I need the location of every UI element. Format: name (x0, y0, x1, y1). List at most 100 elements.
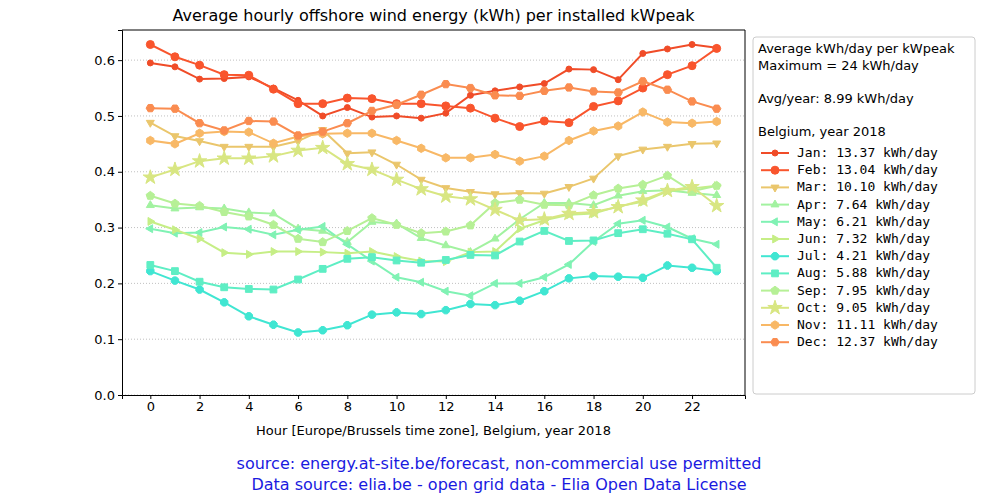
series-marker (195, 120, 203, 127)
series-marker (713, 117, 720, 125)
series-marker (688, 62, 696, 70)
series-marker (639, 108, 646, 116)
series-marker (296, 248, 303, 256)
tick-label: 2 (196, 399, 204, 414)
series-marker (196, 286, 203, 293)
series-marker (340, 156, 354, 170)
series-marker (713, 141, 721, 148)
title: Average hourly offshore wind energy (kWh… (172, 6, 695, 25)
legend-label: Aug: 5.88 kWh/day (797, 265, 930, 280)
legend-item: Jul: 4.21 kWh/day (761, 248, 930, 263)
legend-label: May: 6.21 kWh/day (797, 214, 930, 229)
series-marker (515, 279, 522, 287)
series-marker (640, 50, 646, 56)
series-marker (392, 273, 399, 281)
series-marker (320, 113, 326, 119)
legend-label: Nov: 11.11 kWh/day (797, 317, 938, 332)
tick-mark (118, 60, 122, 61)
series-marker (393, 162, 401, 169)
legend-item: Dec: 12.37 kWh/day (761, 334, 938, 349)
series-marker (636, 193, 650, 207)
legend-label: Sep: 7.95 kWh/day (797, 283, 930, 298)
series-marker (516, 157, 523, 165)
series-marker (541, 81, 547, 87)
tick: 20 (635, 395, 652, 414)
series-marker (589, 88, 597, 95)
series-marker (291, 143, 305, 157)
series-marker (172, 64, 178, 70)
tick-label: 10 (389, 399, 406, 414)
series-marker (663, 86, 671, 93)
series-marker (688, 98, 696, 105)
series-marker (466, 292, 473, 300)
series-marker (663, 223, 670, 231)
series-marker (590, 102, 598, 110)
series-marker (611, 199, 625, 213)
series-marker (537, 212, 551, 226)
legend-marker (773, 235, 780, 243)
series-marker (221, 127, 228, 135)
legend-marker (771, 200, 779, 207)
legend-marker (771, 321, 778, 329)
series-marker (663, 71, 671, 79)
series-marker (148, 217, 155, 225)
series-marker (172, 268, 179, 275)
chart: 0.00.10.20.30.40.50.60246810121416182022… (0, 0, 1000, 500)
legend: Average kWh/day per kWpeakMaximum = 24 k… (753, 37, 975, 394)
series-marker (192, 154, 206, 168)
series-marker (173, 226, 180, 234)
series-marker (540, 117, 548, 125)
series-line (150, 81, 716, 135)
series-marker (294, 132, 301, 140)
series-marker (196, 129, 203, 137)
series-marker (245, 212, 253, 220)
tick-label: 14 (487, 399, 504, 414)
series-marker (196, 61, 204, 69)
legend-item: Jun: 7.32 kWh/day (761, 231, 930, 246)
series-marker (368, 214, 376, 222)
series-marker (565, 84, 573, 91)
series-marker (146, 225, 153, 233)
tick-label: 0 (147, 399, 155, 414)
series-marker (541, 152, 548, 160)
series-marker (294, 100, 302, 108)
series-marker (417, 91, 425, 98)
series-marker (639, 274, 646, 281)
series (147, 42, 719, 122)
legend-marker (770, 218, 777, 226)
series-marker (417, 229, 425, 237)
frame-line (745, 30, 746, 395)
series-marker (712, 240, 719, 248)
series-marker (344, 255, 351, 262)
legend-marker (772, 270, 779, 277)
legend-item: Oct: 9.05 kWh/day (761, 300, 930, 315)
series-marker (639, 147, 647, 154)
series-marker (295, 276, 302, 283)
series-marker (540, 200, 548, 208)
tick: 0.2 (94, 276, 122, 291)
series-marker (221, 284, 228, 291)
series-marker (442, 241, 450, 248)
series-marker (368, 311, 375, 318)
series-marker (368, 95, 376, 103)
series-marker (368, 129, 375, 137)
series-marker (269, 220, 277, 228)
tick: 2 (196, 395, 204, 414)
series-marker (442, 80, 450, 87)
series-marker (319, 265, 326, 272)
series-marker (516, 297, 523, 304)
series-marker (171, 277, 178, 284)
legend-marker (771, 339, 779, 346)
series-marker (664, 118, 671, 126)
tick-label: 18 (586, 399, 603, 414)
tick: 0.6 (94, 53, 122, 68)
series-marker (614, 154, 622, 161)
series-marker (343, 120, 351, 127)
frame (122, 30, 745, 395)
series-marker (269, 85, 277, 93)
series-marker (685, 179, 699, 193)
legend-label: Apr: 7.64 kWh/day (797, 197, 930, 212)
series-marker (171, 105, 179, 112)
series-marker (417, 100, 425, 108)
tick: 4 (245, 395, 253, 414)
